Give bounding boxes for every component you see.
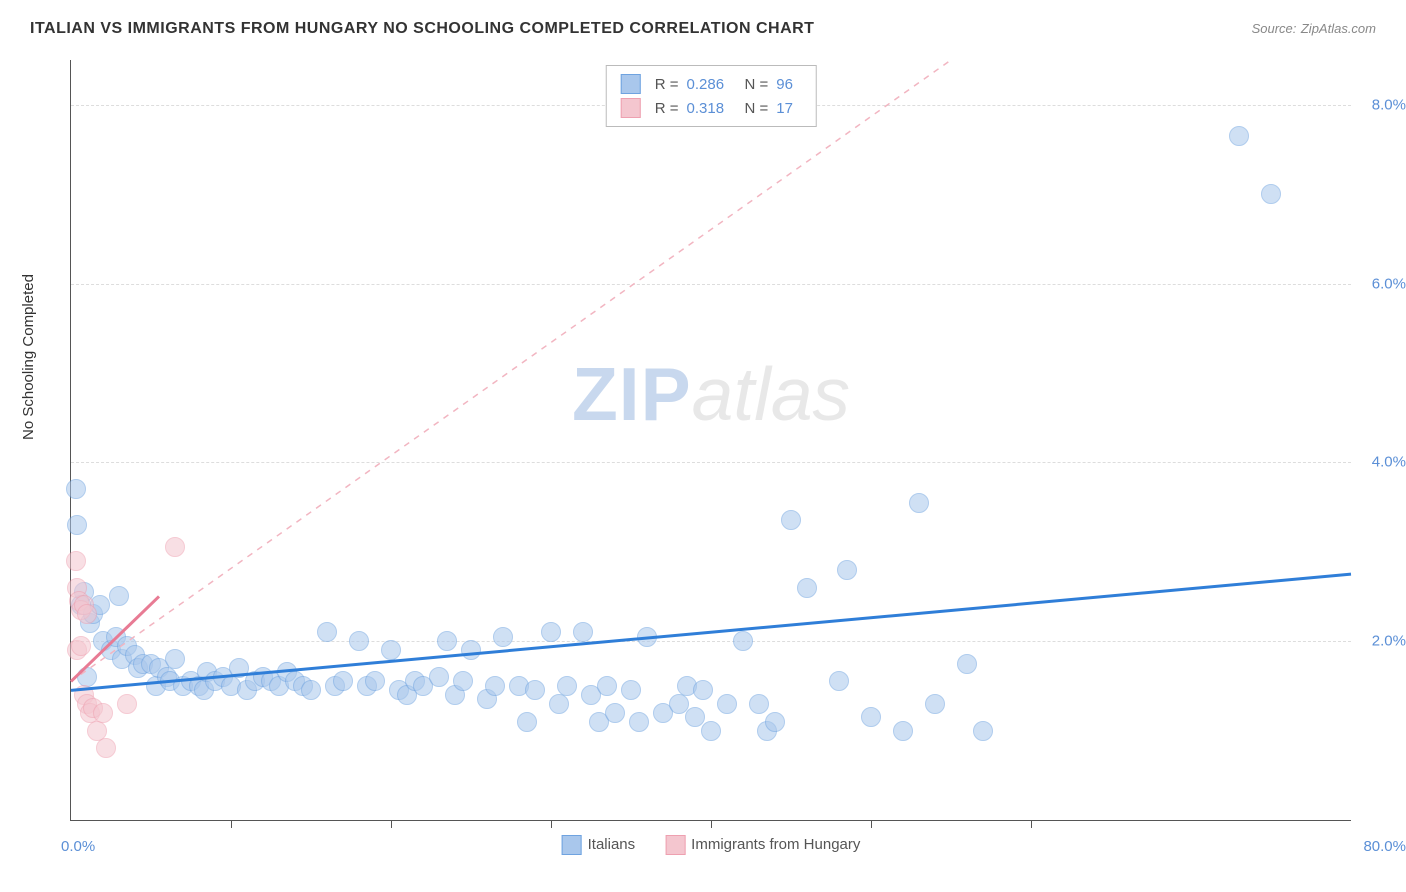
data-point (429, 667, 449, 687)
data-point (629, 712, 649, 732)
data-point (453, 671, 473, 691)
y-tick-label: 2.0% (1372, 633, 1406, 650)
data-point (66, 551, 86, 571)
stats-legend-row: R = 0.318 N = 17 (621, 96, 802, 120)
n-value: 96 (776, 76, 801, 93)
data-point (557, 676, 577, 696)
data-point (573, 622, 593, 642)
data-point (381, 640, 401, 660)
data-point (117, 694, 137, 714)
data-point (829, 671, 849, 691)
legend-swatch (621, 74, 641, 94)
data-point (765, 712, 785, 732)
data-point (67, 515, 87, 535)
r-value: 0.286 (687, 76, 737, 93)
data-point (549, 694, 569, 714)
data-point (96, 738, 116, 758)
data-point (93, 703, 113, 723)
legend-swatch (562, 835, 582, 855)
n-label: N = (745, 100, 769, 117)
series-legend-item: Immigrants from Hungary (665, 835, 860, 855)
data-point (893, 721, 913, 741)
data-point (717, 694, 737, 714)
data-point (925, 694, 945, 714)
x-axis-min-label: 0.0% (61, 838, 95, 855)
data-point (693, 680, 713, 700)
data-point (605, 703, 625, 723)
data-point (71, 636, 91, 656)
source: Source: ZipAtlas.com (1252, 20, 1376, 38)
data-point (749, 694, 769, 714)
x-tick (231, 820, 232, 828)
r-label: R = (655, 76, 679, 93)
scatter-chart: ZIPatlas R =0.286N =96R =0.318N =17 0.0%… (70, 60, 1351, 821)
chart-title: ITALIAN VS IMMIGRANTS FROM HUNGARY NO SC… (30, 20, 814, 38)
source-name: ZipAtlas.com (1301, 21, 1376, 36)
data-point (77, 667, 97, 687)
r-value: 0.318 (687, 100, 737, 117)
data-point (493, 627, 513, 647)
data-point (165, 649, 185, 669)
data-point (781, 510, 801, 530)
data-point (317, 622, 337, 642)
series-legend-item: Italians (562, 835, 636, 855)
data-point (485, 676, 505, 696)
data-point (333, 671, 353, 691)
x-tick (551, 820, 552, 828)
gridline (71, 284, 1351, 285)
data-point (733, 631, 753, 651)
source-label: Source: (1252, 21, 1297, 36)
data-point (957, 654, 977, 674)
r-label: R = (655, 100, 679, 117)
data-point (365, 671, 385, 691)
x-tick (871, 820, 872, 828)
data-point (701, 721, 721, 741)
watermark-zip: ZIP (572, 352, 692, 436)
data-point (541, 622, 561, 642)
data-point (797, 578, 817, 598)
data-point (461, 640, 481, 660)
watermark-atlas: atlas (692, 352, 850, 436)
stats-legend-row: R = 0.286 N = 96 (621, 72, 802, 96)
data-point (909, 493, 929, 513)
x-tick (711, 820, 712, 828)
n-value: 17 (776, 100, 801, 117)
trend-lines (71, 60, 1351, 820)
y-axis-label: No Schooling Completed (20, 274, 37, 440)
data-point (1229, 126, 1249, 146)
y-tick-label: 8.0% (1372, 96, 1406, 113)
x-tick (1031, 820, 1032, 828)
data-point (517, 712, 537, 732)
legend-swatch (665, 835, 685, 855)
data-point (1261, 184, 1281, 204)
stats-legend: R = 0.286 N = 96 R = 0.318 N = 17 (606, 65, 817, 127)
data-point (525, 680, 545, 700)
legend-swatch (621, 98, 641, 118)
data-point (837, 560, 857, 580)
series-label: Italians (588, 836, 636, 853)
gridline (71, 641, 1351, 642)
data-point (597, 676, 617, 696)
watermark: ZIPatlas (572, 351, 850, 437)
data-point (349, 631, 369, 651)
x-tick (391, 820, 392, 828)
data-point (66, 479, 86, 499)
n-label: N = (745, 76, 769, 93)
data-point (861, 707, 881, 727)
data-point (637, 627, 657, 647)
gridline (71, 462, 1351, 463)
series-legend: Italians Immigrants from Hungary (562, 835, 861, 855)
data-point (165, 537, 185, 557)
y-tick-label: 6.0% (1372, 275, 1406, 292)
series-label: Immigrants from Hungary (691, 836, 860, 853)
data-point (621, 680, 641, 700)
y-tick-label: 4.0% (1372, 454, 1406, 471)
data-point (301, 680, 321, 700)
data-point (437, 631, 457, 651)
data-point (109, 586, 129, 606)
data-point (77, 604, 97, 624)
data-point (973, 721, 993, 741)
data-point (87, 721, 107, 741)
x-axis-max-label: 80.0% (1363, 838, 1406, 855)
